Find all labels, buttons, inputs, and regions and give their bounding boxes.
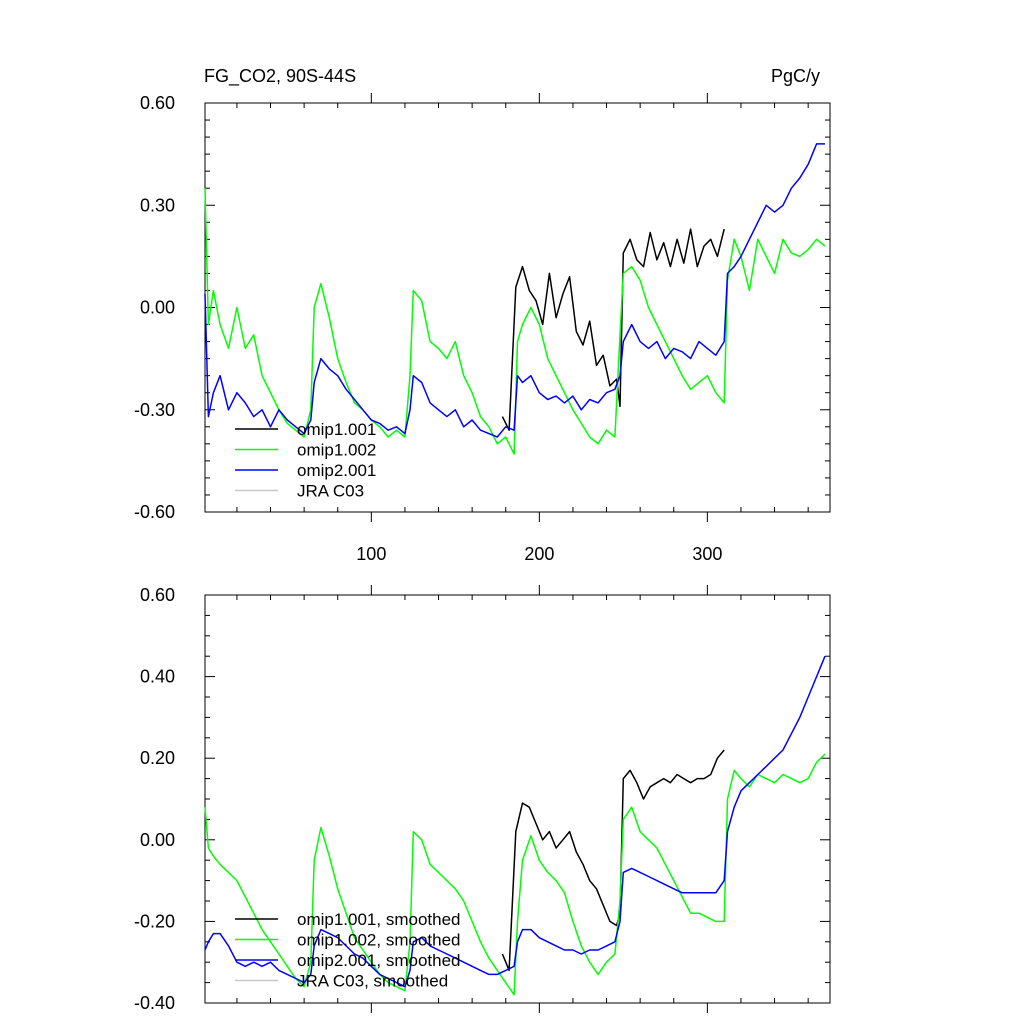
chart-title: FG_CO2, 90S-44S: [204, 66, 356, 87]
series-line-omip1-001-smoothed: [501, 749, 725, 972]
y-tick-label: 0.20: [140, 748, 175, 768]
y-tick-label: 0.00: [140, 298, 175, 318]
legend-label: omip2.001, smoothed: [297, 951, 461, 970]
y-tick-label: -0.30: [134, 400, 175, 420]
y-tick-label: -0.40: [134, 993, 175, 1013]
y-tick-label: -0.60: [134, 502, 175, 522]
x-tick-label: 300: [692, 544, 722, 564]
units-label: PgC/y: [771, 66, 820, 86]
series-line-omip2-001: [204, 143, 825, 438]
y-tick-label: 0.60: [140, 93, 175, 113]
y-tick-label: -0.20: [134, 911, 175, 931]
series-line-omip1-001: [501, 228, 725, 431]
legend-label: JRA C03, smoothed: [297, 972, 448, 991]
y-tick-label: 0.30: [140, 195, 175, 215]
legend-label: JRA C03: [297, 482, 364, 501]
y-tick-label: 0.40: [140, 667, 175, 687]
legend-label: omip1.002, smoothed: [297, 931, 461, 950]
series-line-omip2-001-smoothed: [204, 655, 826, 988]
smoothed-panel: -0.40 -0.20 0.00 0.20 0.40 0.60 omip1.001, smo…: [134, 585, 831, 1013]
legend-label: omip1.002: [297, 441, 376, 460]
x-tick-label: 200: [524, 544, 554, 564]
x-tick-label: 100: [356, 544, 386, 564]
y-tick-label: 0.00: [140, 830, 175, 850]
raw-panel: -0.60 -0.30 0.00 0.30 0.60 100 200 300 omip1.001…: [134, 93, 831, 564]
series-line-omip1-002-smoothed: [204, 753, 826, 996]
legend-label: omip2.001: [297, 461, 376, 480]
y-tick-label: 0.60: [140, 585, 175, 605]
legend-label: omip1.001, smoothed: [297, 910, 461, 929]
legend-label: omip1.001: [297, 420, 376, 439]
